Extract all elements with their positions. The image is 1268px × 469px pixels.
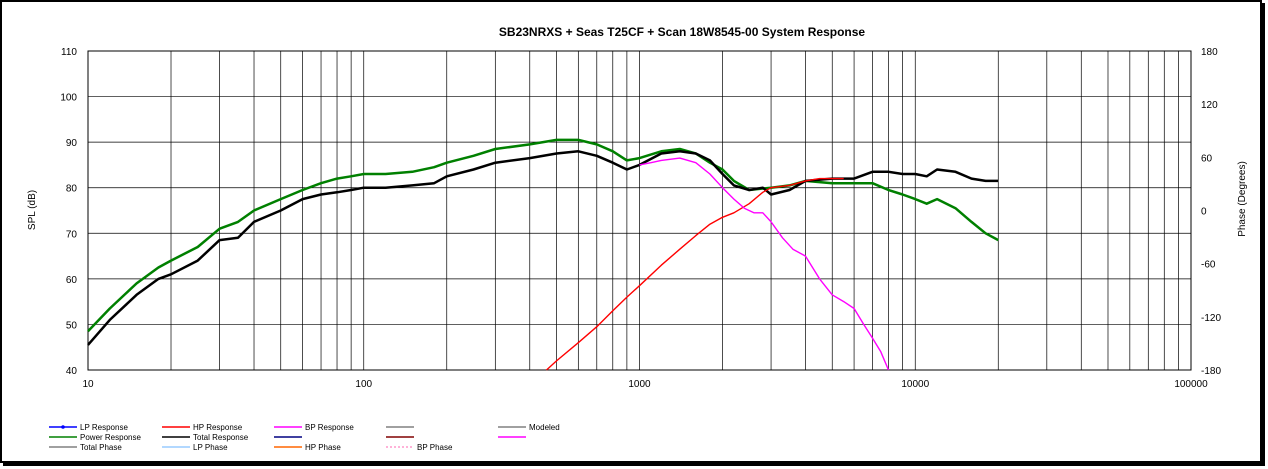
legend-marker [61,425,65,429]
y2-tick-label: 60 [1201,153,1213,164]
y-tick-label: 90 [66,138,78,149]
y2-tick-label: 120 [1201,100,1218,111]
grid [87,50,1191,371]
chart-title: SB23NRXS + Seas T25CF + Scan 18W8545-00 … [499,25,866,39]
y2-tick-label: -120 [1201,313,1221,324]
x-tick-label: 10 [82,379,94,390]
y-tick-label: 80 [66,184,78,195]
x-tick-label: 100 [355,379,372,390]
legend-label: LP Phase [193,443,228,452]
series-line-power-response [87,138,999,333]
legend: LP Response HP Response BP Response Modeled… [49,423,560,452]
y2-axis-label: Phase (Degrees) [1237,161,1248,237]
series-line-hp-response [546,177,844,371]
legend-label: Modeled [529,423,560,432]
y2-tick-label: -180 [1201,366,1221,377]
series-line-total-response [87,150,999,346]
y-tick-label: 100 [60,93,77,104]
y-tick-label: 40 [66,366,78,377]
legend-label: Power Response [80,433,141,442]
legend-label: Total Response [193,433,249,442]
legend-label: Total Phase [80,443,122,452]
x-tick-label: 100000 [1174,379,1208,390]
plot-area [87,50,1192,371]
y2-tick-label: 180 [1201,47,1218,58]
y-tick-label: 60 [66,275,78,286]
tick-labels: 10 100 1000 10000 100000 40 50 60 70 80 90 100 110 -1… [60,47,1221,390]
legend-label: LP Response [80,423,128,432]
series-layer [87,138,999,371]
series-line-bp-response [639,157,890,371]
x-tick-label: 10000 [901,379,929,390]
y-tick-label: 110 [61,47,77,58]
y-tick-label: 70 [66,229,78,240]
legend-label: HP Phase [305,443,341,452]
legend-label: BP Response [305,423,354,432]
legend-label: HP Response [193,423,243,432]
y-tick-label: 50 [66,320,78,331]
y-axis-label: SPL (dB) [27,190,38,230]
y2-tick-label: 0 [1201,207,1207,218]
y2-tick-label: -60 [1201,260,1216,271]
x-tick-label: 1000 [628,379,651,390]
legend-label: BP Phase [417,443,453,452]
